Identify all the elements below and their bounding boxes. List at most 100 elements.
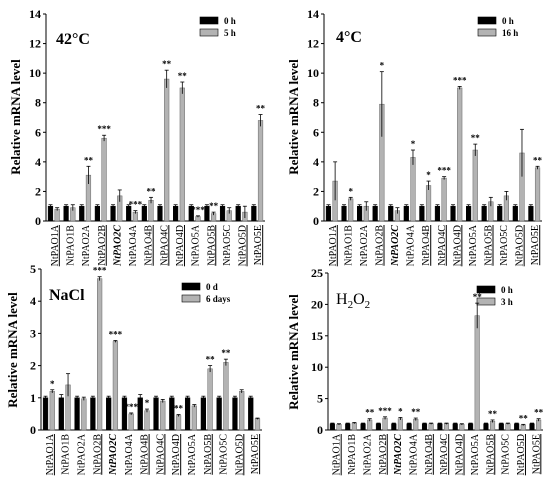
legend-label: 0 h xyxy=(501,285,513,295)
chart-title: 42°C xyxy=(56,31,90,48)
bar xyxy=(128,413,134,431)
chart-panel-42c: 0 2 4 6 8 10 12 14 Relative mRNA level 42°C 0 h 5 h… xyxy=(8,7,266,267)
x-tick-label: NtPAO2B xyxy=(378,434,389,475)
y-tick-label: 2 xyxy=(30,359,36,373)
x-tick-label: NtPAO1A xyxy=(332,433,343,475)
bar xyxy=(512,205,518,222)
x-tick-label: NtPAO4B xyxy=(140,434,151,475)
x-tick-label: NtPAO1A xyxy=(45,433,56,475)
bar xyxy=(360,423,366,431)
x-tick-label: NtPAO2B xyxy=(92,434,103,475)
x-tick-label: NtPAO4D xyxy=(175,225,186,266)
bar xyxy=(94,205,101,222)
x-tick-label: NtPAO5A xyxy=(187,433,198,475)
legend-label: 3 h xyxy=(501,297,513,307)
bar xyxy=(452,423,458,431)
bar xyxy=(42,397,49,431)
x-tick-label: NtPAO4D xyxy=(455,434,466,475)
x-tick-label: NtPAO5E xyxy=(250,434,261,474)
x-tick-label: NtPAO5D xyxy=(234,434,245,475)
x-tick-label: NtPAO2C xyxy=(108,434,119,476)
bar xyxy=(391,423,397,431)
y-tick-label: 8 xyxy=(313,96,319,110)
x-tick-label: NtPAO4B xyxy=(144,225,155,266)
legend-swatch xyxy=(199,16,219,25)
bar xyxy=(110,205,116,222)
legend-swatch xyxy=(476,297,496,306)
bar xyxy=(112,341,119,431)
significance-marker: * xyxy=(380,61,385,71)
bar xyxy=(106,397,112,431)
legend-swatch xyxy=(181,294,201,303)
x-tick-label: NtPAO1B xyxy=(347,434,358,475)
bar xyxy=(164,78,170,222)
y-axis-label: Relative mRNA level xyxy=(8,59,23,175)
significance-marker: *** xyxy=(109,329,123,339)
bar xyxy=(498,423,504,431)
x-tick-label: NtPAO1B xyxy=(343,225,354,266)
y-tick-label: 10 xyxy=(311,360,323,374)
significance-marker: *** xyxy=(437,166,451,176)
bar xyxy=(466,205,472,222)
legend-label: 16 h xyxy=(502,28,518,38)
significance-marker: ** xyxy=(534,408,544,418)
x-tick-label: NtPAO4A xyxy=(408,433,419,475)
significance-marker: ** xyxy=(162,59,172,69)
bar xyxy=(341,205,347,222)
chart-panel-h2o2: 0 5 10 15 20 25 Relative mRNA level H2O2 0 h 3 h N… xyxy=(286,266,544,476)
bar xyxy=(372,205,378,222)
significance-marker: * xyxy=(50,379,55,389)
x-tick-label: NtPAO4C xyxy=(437,225,448,266)
bar xyxy=(191,405,197,431)
x-tick-label: NtPAO5C xyxy=(501,434,512,475)
x-tick-label: NtPAO5B xyxy=(485,434,496,475)
bar xyxy=(437,423,443,431)
bar xyxy=(179,87,185,222)
significance-marker: ** xyxy=(365,408,375,418)
bar xyxy=(251,205,257,222)
bar xyxy=(329,423,335,431)
bar xyxy=(388,205,394,222)
bar xyxy=(207,368,213,431)
x-tick-label: NtPAO4A xyxy=(128,224,139,266)
legend-label: 0 d xyxy=(206,282,218,292)
legend-label: 0 h xyxy=(224,16,236,26)
significance-marker: ** xyxy=(519,413,529,423)
x-tick-label: NtPAO5B xyxy=(484,225,495,266)
significance-marker: * xyxy=(411,139,416,149)
y-axis-label: Relative mRNA level xyxy=(286,294,301,410)
bar xyxy=(520,424,526,431)
bar xyxy=(443,423,450,431)
bar xyxy=(219,205,226,222)
bar xyxy=(184,397,191,431)
x-tick-label: NtPAO5D xyxy=(238,225,249,266)
x-tick-label: NtPAO1B xyxy=(61,434,72,475)
y-axis-label: Relative mRNA level xyxy=(5,292,20,408)
bar xyxy=(232,397,238,431)
bar xyxy=(148,200,154,222)
bar xyxy=(406,423,412,431)
significance-marker: *** xyxy=(191,205,205,215)
bar xyxy=(375,423,381,431)
significance-marker: *** xyxy=(453,75,467,85)
y-tick-label: 4 xyxy=(30,294,36,308)
y-tick-label: 2 xyxy=(313,184,319,198)
bar xyxy=(348,198,354,222)
bar xyxy=(528,205,534,222)
bar xyxy=(157,205,163,222)
bar xyxy=(421,423,428,431)
x-tick-label: NtPAO5E xyxy=(253,225,264,265)
bar xyxy=(425,185,432,222)
bar xyxy=(81,398,87,431)
legend-label: 0 h xyxy=(502,16,514,26)
bar xyxy=(49,391,55,431)
bar xyxy=(101,137,107,222)
x-tick-label: NtPAO5D xyxy=(515,225,526,266)
y-tick-label: 8 xyxy=(35,96,41,110)
significance-marker: ** xyxy=(209,201,219,211)
y-tick-label: 12 xyxy=(29,37,41,51)
y-tick-label: 14 xyxy=(307,7,319,21)
x-tick-label: NtPAO5E xyxy=(531,434,542,474)
y-tick-label: 3 xyxy=(30,326,36,340)
